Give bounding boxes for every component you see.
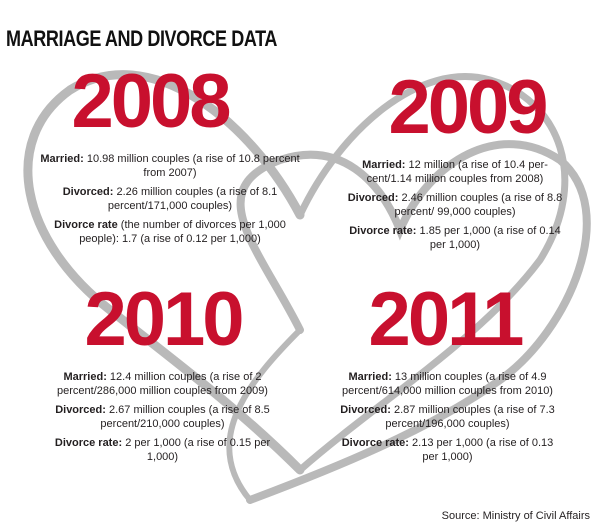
year-2011-stats: Married: 13 million couples (a rise of 4…	[335, 370, 560, 469]
divorced-stat: Divorced: 2.46 million couples (a rise o…	[345, 191, 565, 219]
stat-value: 1.85 per 1,000 (a rise of 0.14 per 1,000…	[416, 225, 561, 251]
year-2008-stats: Married: 10.98 million couples (a rise o…	[40, 152, 300, 251]
married-stat: Married: 12.4 million couples (a rise of…	[45, 370, 280, 398]
stat-label: Divorced:	[347, 192, 399, 204]
divorced-stat: Divorced: 2.26 million couples (a rise o…	[40, 185, 300, 213]
married-stat: Married: 13 million couples (a rise of 4…	[335, 370, 560, 398]
right-heart-outline	[236, 140, 591, 504]
stat-value: 2.46 million couples (a rise of 8.8 perc…	[394, 192, 563, 218]
stat-value: 13 million couples (a rise of 4.9 percen…	[342, 371, 553, 397]
stat-label: Married:	[40, 153, 84, 165]
stat-label: Divorce rate:	[54, 437, 123, 449]
stat-label: Divorced:	[62, 186, 114, 198]
married-stat: Married: 10.98 million couples (a rise o…	[40, 152, 300, 180]
stat-value: 12.4 million couples (a rise of 2 percen…	[57, 371, 268, 397]
stat-value: 2 per 1,000 (a rise of 0.15 per 1,000)	[122, 437, 271, 463]
divorce-rate-stat: Divorce rate: 2.13 per 1,000 (a rise of …	[335, 436, 560, 464]
year-2011-heading: 2011	[368, 277, 525, 362]
stat-label: Divorce rate	[54, 219, 118, 231]
stat-label: Married:	[362, 159, 406, 171]
page-title: MARRIAGE AND DIVORCE DATA	[6, 26, 278, 51]
stat-value: (the number of divorces per 1,000 people…	[79, 219, 286, 245]
year-2009-stats: Married: 12 million (a rise of 10.4 per-…	[345, 158, 565, 257]
stat-label: Divorced:	[55, 404, 106, 416]
stat-value: 12 million (a rise of 10.4 per-cent/1.14…	[366, 159, 548, 185]
stat-label: Married:	[348, 371, 392, 383]
divorced-stat: Divorced: 2.67 million couples (a rise o…	[45, 403, 280, 431]
stat-value: 2.87 million couples (a rise of 7.3 perc…	[385, 404, 555, 430]
stat-label: Divorce rate:	[349, 225, 417, 237]
stat-value: 2.26 million couples (a rise of 8.1 perc…	[107, 186, 278, 212]
divorce-rate-stat: Divorce rate: 1.85 per 1,000 (a rise of …	[345, 224, 565, 252]
stat-label: Divorced:	[340, 404, 391, 416]
divorce-rate-stat: Divorce rate (the number of divorces per…	[40, 218, 300, 246]
year-2010-stats: Married: 12.4 million couples (a rise of…	[45, 370, 280, 469]
right-heart-outline-left	[226, 327, 303, 503]
divorce-rate-stat: Divorce rate: 2 per 1,000 (a rise of 0.1…	[45, 436, 280, 464]
stat-value: 2.67 million couples (a rise of 8.5 perc…	[100, 404, 270, 430]
married-stat: Married: 12 million (a rise of 10.4 per-…	[345, 158, 565, 186]
stat-value: 2.13 per 1,000 (a rise of 0.13 per 1,000…	[408, 437, 554, 463]
stat-value: 10.98 million couples (a rise of 10.8 pe…	[83, 153, 300, 179]
left-heart-outline-right	[296, 73, 569, 474]
year-2010-heading: 2010	[84, 277, 244, 362]
stat-label: Married:	[63, 371, 107, 383]
left-heart-outline	[23, 70, 305, 475]
divorced-stat: Divorced: 2.87 million couples (a rise o…	[335, 403, 560, 431]
stat-label: Divorce rate:	[341, 437, 409, 449]
year-2009-heading: 2009	[388, 65, 548, 150]
source-credit: Source: Ministry of Civil Affairs	[441, 510, 590, 522]
year-2008-heading: 2008	[71, 59, 231, 144]
